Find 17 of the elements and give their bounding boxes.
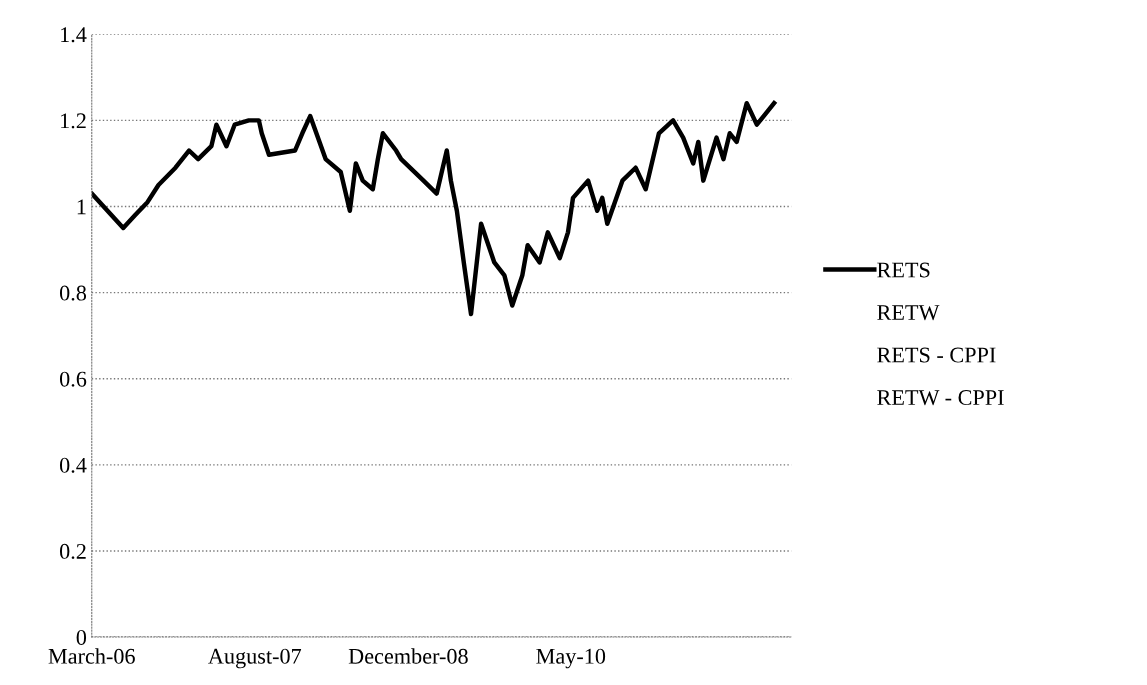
y-tick-label: 1.4 — [61, 27, 87, 43]
text: RETW — [877, 305, 940, 321]
y-tick-label: 0.4 — [59, 457, 87, 473]
x-tick-label: March-06 — [48, 648, 135, 664]
legend-label: RETS — [877, 262, 930, 278]
text: RETW - CPPI — [877, 390, 1004, 406]
x-tick-label: August-07 — [208, 648, 302, 669]
line-series — [91, 100, 777, 317]
x-tick-label: May-10 — [536, 648, 606, 669]
y-tick-label: 0.8 — [59, 285, 87, 301]
y-tick-label: 0.6 — [59, 371, 87, 387]
y-tick-label: 1 — [77, 199, 86, 215]
y-tick-label: 0 — [76, 629, 87, 645]
text: RETS - CPPI — [877, 347, 996, 363]
x-tick-label: December-08 — [348, 648, 468, 664]
y-tick-label: 1.2 — [61, 113, 86, 129]
y-tick-label: 0.2 — [59, 543, 86, 559]
